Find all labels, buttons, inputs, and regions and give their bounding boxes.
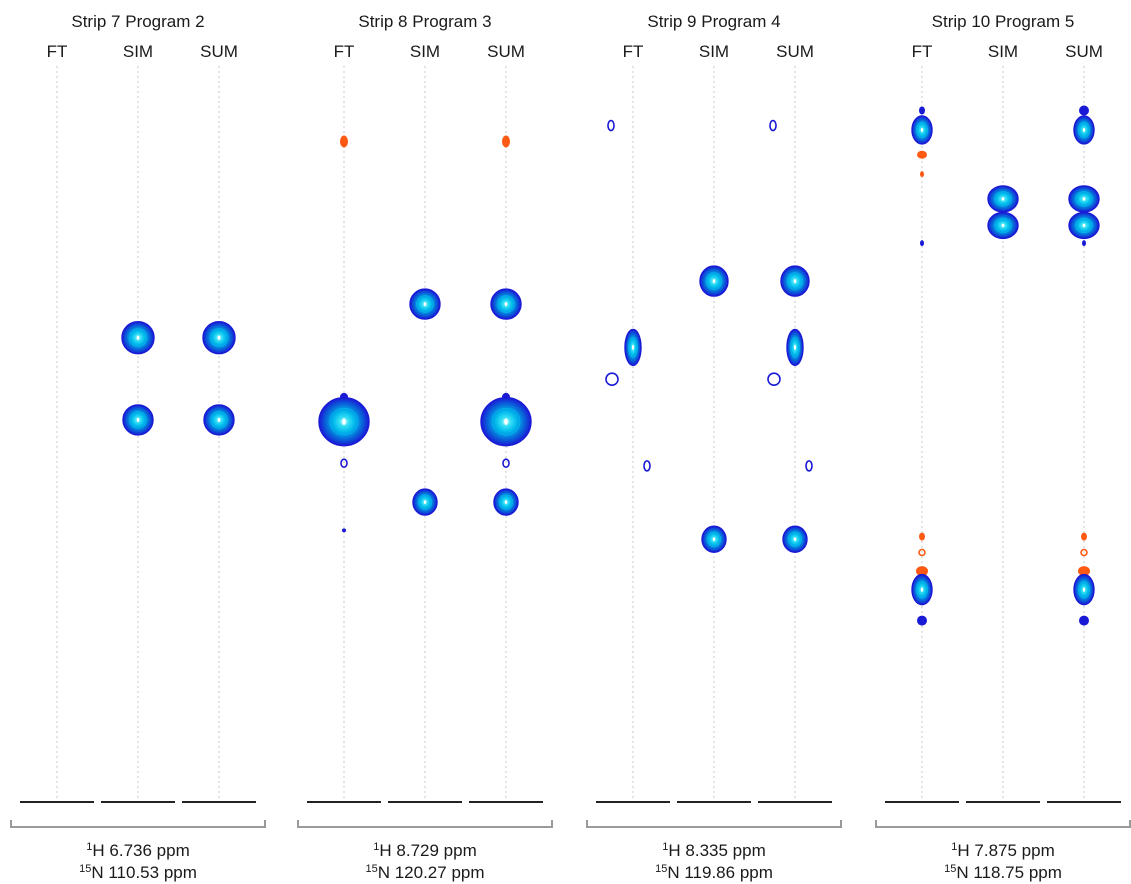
negative-peak: [918, 548, 926, 557]
strip-bracket: [297, 820, 553, 828]
positive-peak: [490, 288, 522, 320]
column-label-sim: SIM: [699, 42, 729, 61]
negative-peak: [917, 150, 927, 159]
positive-peak: [917, 615, 927, 626]
column-label-sum: SUM: [487, 42, 525, 61]
column-label-sum: SUM: [200, 42, 238, 61]
n-ppm-label: 15N 118.75 ppm: [944, 863, 1062, 882]
negative-peak: [502, 135, 510, 148]
positive-peak: [987, 185, 1019, 213]
positive-peak: [1082, 240, 1086, 247]
positive-peak: [782, 525, 808, 553]
strip-title: Strip 8 Program 3: [358, 12, 491, 31]
positive-peak: [342, 528, 346, 533]
positive-peak: [920, 240, 924, 247]
positive-peak: [987, 211, 1019, 240]
positive-peak: [1068, 211, 1100, 240]
column-label-ft: FT: [912, 42, 933, 61]
positive-peak: [919, 106, 925, 115]
positive-peak: [780, 265, 810, 297]
positive-peak: [412, 488, 438, 516]
column-label-sim: SIM: [123, 42, 153, 61]
column-label-ft: FT: [47, 42, 68, 61]
negative-peak: [916, 566, 928, 577]
h-ppm-label: 1H 8.335 ppm: [662, 841, 765, 860]
h-ppm-label: 1H 6.736 ppm: [86, 841, 189, 860]
negative-peak: [920, 171, 924, 178]
positive-peak: [340, 458, 348, 469]
positive-peak: [122, 404, 154, 436]
h-ppm-label: 1H 7.875 ppm: [951, 841, 1054, 860]
strip-1: Strip 7 Program 2FT SIM SUM 1H 6.736 ppm 15N…: [10, 12, 266, 882]
strip-bracket: [586, 820, 842, 828]
positive-peak: [624, 328, 642, 367]
positive-peak: [911, 115, 933, 145]
positive-peak: [203, 404, 235, 436]
positive-peak: [1079, 105, 1089, 116]
negative-peak: [340, 135, 348, 148]
positive-peak: [767, 372, 781, 387]
positive-peak: [121, 320, 155, 355]
positive-peak: [202, 320, 236, 355]
positive-peak: [805, 460, 813, 472]
strip-title: Strip 9 Program 4: [647, 12, 780, 31]
column-label-sim: SIM: [988, 42, 1018, 61]
strip-4: Strip 10 Program 5 FT SIM SUM 1H 7.875 ppm 15…: [875, 12, 1131, 882]
column-label-sum: SUM: [776, 42, 814, 61]
strip-2: Strip 8 Program 3FT SIM SUM 1H 8.729 ppm 15N…: [297, 12, 553, 882]
positive-peak: [409, 288, 441, 320]
positive-peak: [318, 396, 370, 447]
strip-bracket: [875, 820, 1131, 828]
column-label-ft: FT: [334, 42, 355, 61]
h-ppm-label: 1H 8.729 ppm: [373, 841, 476, 860]
strip-title: Strip 7 Program 2: [71, 12, 204, 31]
n-ppm-label: 15N 119.86 ppm: [655, 863, 773, 882]
positive-peak: [493, 488, 519, 516]
positive-peak: [1079, 615, 1089, 626]
negative-peak: [1080, 548, 1088, 557]
positive-peak: [786, 328, 804, 367]
positive-peak: [607, 119, 615, 132]
n-ppm-label: 15N 120.27 ppm: [365, 863, 484, 882]
strip-3: Strip 9 Program 4FT SIM SUM 1H 8.335 ppm 15N…: [586, 12, 842, 882]
strip-bracket: [10, 820, 266, 828]
positive-peak: [605, 372, 619, 387]
column-label-ft: FT: [623, 42, 644, 61]
column-label-sum: SUM: [1065, 42, 1103, 61]
strip-title: Strip 10 Program 5: [932, 12, 1075, 31]
negative-peak: [919, 532, 925, 541]
positive-peak: [1073, 115, 1095, 145]
positive-peak: [701, 525, 727, 553]
positive-peak: [480, 396, 532, 447]
negative-peak: [1078, 566, 1090, 577]
positive-peak: [1068, 185, 1100, 213]
n-ppm-label: 15N 110.53 ppm: [79, 863, 197, 882]
negative-peak: [1081, 532, 1087, 541]
column-label-sim: SIM: [410, 42, 440, 61]
positive-peak: [643, 460, 651, 472]
positive-peak: [699, 265, 729, 297]
positive-peak: [911, 573, 933, 606]
positive-peak: [769, 119, 777, 132]
positive-peak: [1073, 573, 1095, 606]
positive-peak: [502, 458, 510, 469]
